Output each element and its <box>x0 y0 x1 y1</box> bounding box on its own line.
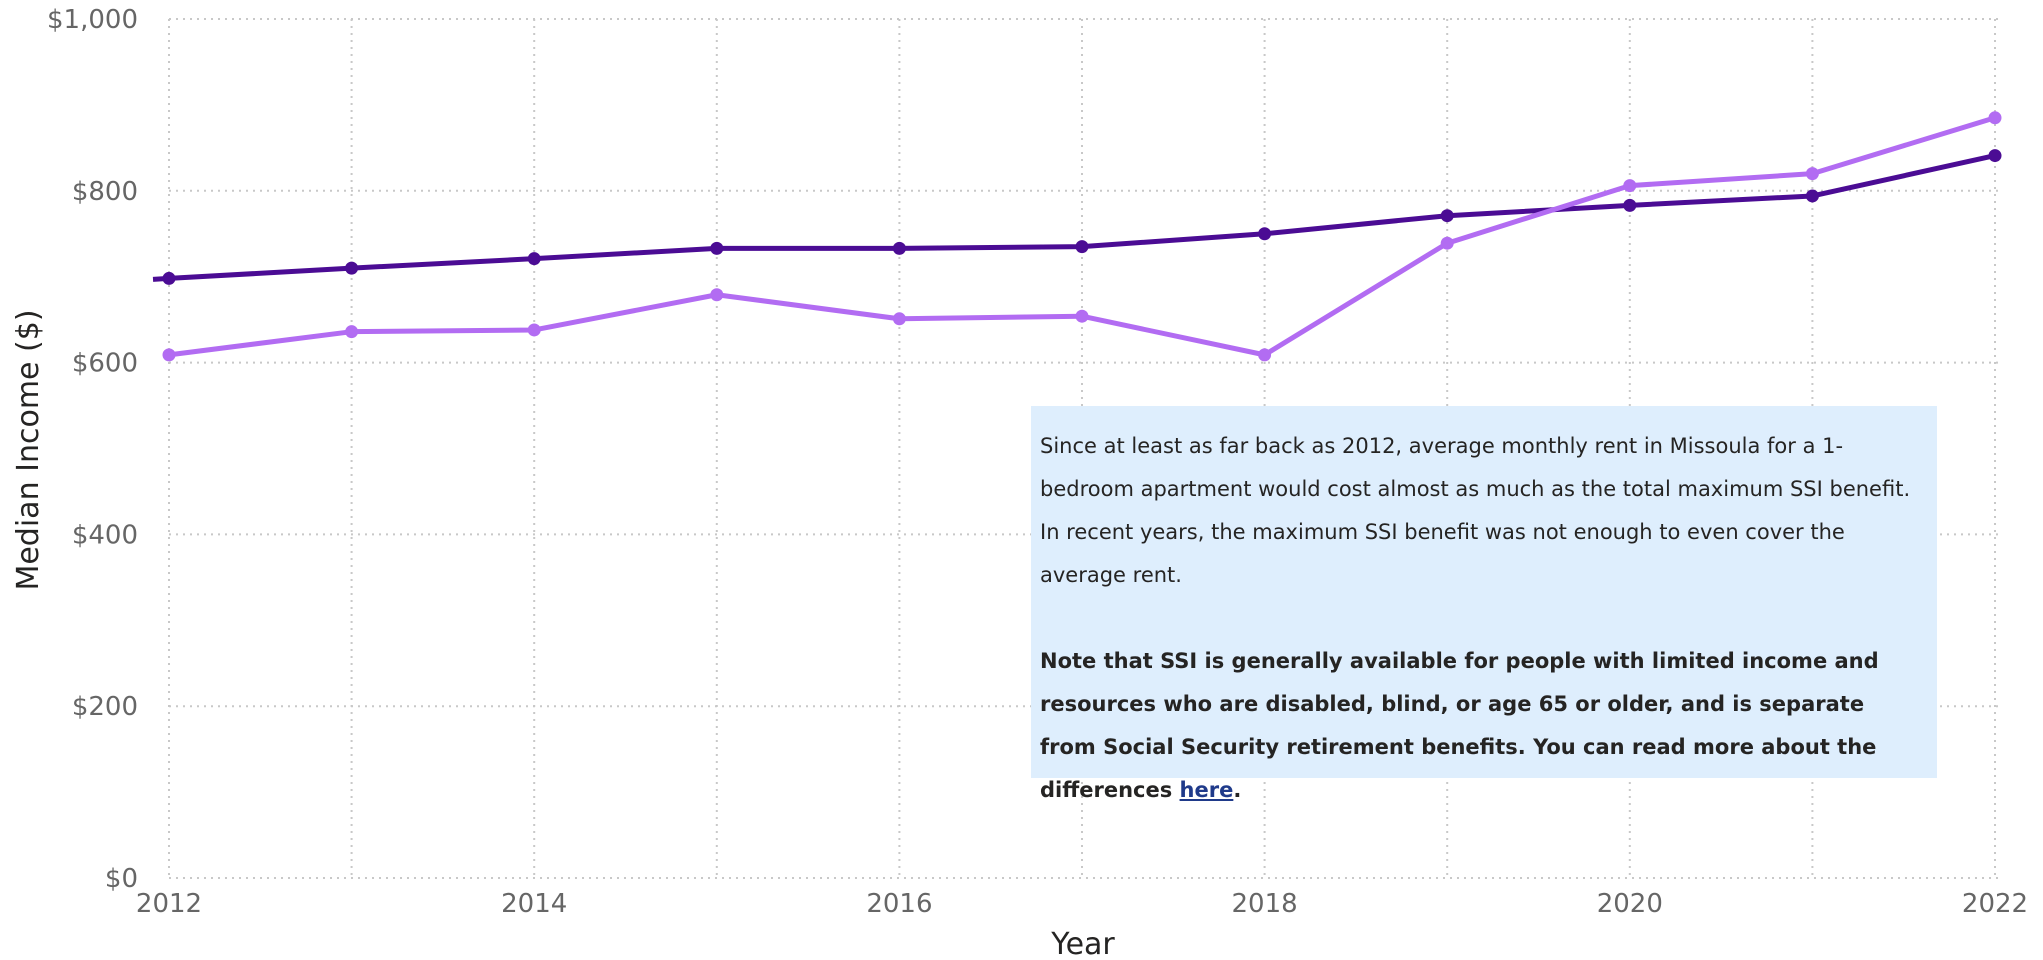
series-2-point <box>1258 348 1272 362</box>
x-tick-label: 2014 <box>501 889 567 919</box>
note-bold-text: Note that SSI is generally available for… <box>1040 649 1879 802</box>
series-1-point <box>345 261 359 275</box>
series-2-point <box>1988 111 2002 125</box>
series-1-point <box>527 252 541 266</box>
note-bold-paragraph: Note that SSI is generally available for… <box>1040 640 1927 812</box>
x-tick-label: 2012 <box>136 889 202 919</box>
x-axis-title: Year <box>1050 927 1115 960</box>
y-tick-label: $200 <box>72 692 138 722</box>
series-1-point <box>1258 227 1272 241</box>
series-2-point <box>345 325 359 339</box>
series-1-point <box>1623 198 1637 212</box>
here-link[interactable]: here <box>1179 778 1234 802</box>
y-tick-label: $0 <box>105 864 138 894</box>
series-1-point <box>1988 149 2002 163</box>
series-2-point <box>892 312 906 326</box>
y-tick-label: $800 <box>72 177 138 207</box>
series-1-point <box>162 271 176 285</box>
series-1-point <box>1440 209 1454 223</box>
note-period: . <box>1233 778 1242 802</box>
series-2-point <box>527 323 541 337</box>
series-1-point <box>710 241 724 255</box>
y-tick-label: $600 <box>72 349 138 379</box>
x-axis-ticks: 2012 2014 2016 2018 2020 2022 <box>136 889 2028 919</box>
series-line-1 <box>152 153 1996 282</box>
x-tick-label: 2018 <box>1232 889 1298 919</box>
y-axis-title: Median Income ($) <box>11 309 46 590</box>
annotation-box: Since at least as far back as 2012, aver… <box>1031 406 1937 802</box>
y-tick-label: $400 <box>72 520 138 550</box>
x-tick-label: 2020 <box>1597 889 1663 919</box>
series-2-point <box>1805 167 1819 181</box>
y-axis-ticks: $0 $200 $400 $600 $800 $1,000 <box>47 5 138 894</box>
series-2-point <box>1623 179 1637 193</box>
series-1-point <box>1075 240 1089 254</box>
series-2-point <box>1075 309 1089 323</box>
x-tick-label: 2022 <box>1962 889 2028 919</box>
y-tick-label: $1,000 <box>47 5 138 35</box>
series-2-point <box>710 288 724 302</box>
series-lines <box>152 111 2002 362</box>
series-1-point <box>892 241 906 255</box>
series-2-point <box>1440 236 1454 250</box>
series-1-point <box>1805 189 1819 203</box>
x-tick-label: 2016 <box>866 889 932 919</box>
series-2-point <box>162 348 176 362</box>
note-paragraph: Since at least as far back as 2012, aver… <box>1040 434 1911 587</box>
